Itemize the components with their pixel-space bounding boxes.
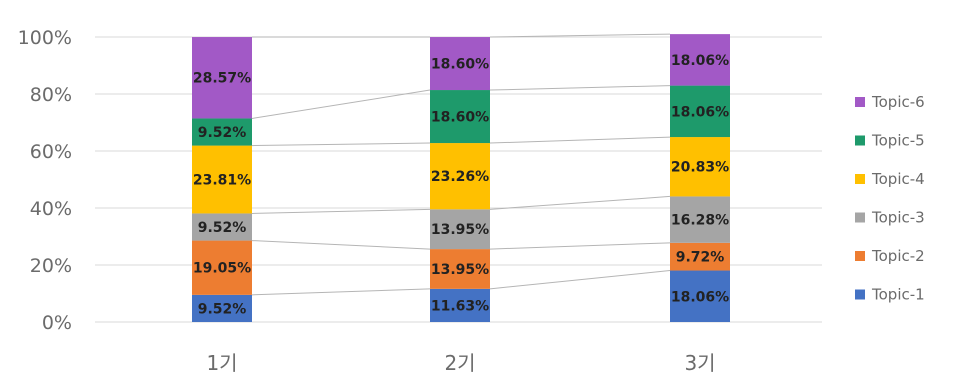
y-axis-ticks: 0% 20% 40% 60% 80% 100% [18, 27, 72, 334]
connector-line [489, 270, 671, 290]
data-label: 9.72% [676, 250, 725, 266]
bar-topic-2-cat-3 [670, 242, 730, 271]
y-tick-label: 100% [18, 27, 72, 49]
data-label: 23.26% [431, 169, 489, 185]
x-axis-categories: 1기 2기 3기 [206, 351, 715, 375]
connector-line [251, 208, 431, 214]
connector-line [251, 288, 431, 296]
data-label: 18.06% [671, 104, 729, 120]
legend-label: Topic-4 [871, 170, 925, 188]
data-label: 16.28% [671, 213, 729, 229]
data-label-layer: 9.52% 11.63% 18.06% 19.05% 13.95% 9.72% 9.52% 1… [193, 53, 729, 318]
bar-topic-3-cat-2 [430, 209, 490, 250]
bar-topic-3-cat-3 [670, 196, 730, 243]
connector-line [489, 85, 671, 91]
y-tick-label: 80% [30, 84, 72, 106]
y-tick-label: 40% [30, 198, 72, 220]
bar-topic-2-cat-1 [192, 240, 252, 295]
legend: Topic-6 Topic-5 Topic-4 Topic-3 Topic-2 Topic… [855, 93, 925, 304]
connector-line [489, 242, 671, 250]
data-label: 18.60% [431, 57, 489, 73]
x-category-label: 1기 [206, 351, 237, 375]
bar-topic-4-cat-2 [430, 143, 490, 210]
y-tick-label: 60% [30, 141, 72, 163]
legend-item-topic-4: Topic-4 [855, 170, 925, 188]
legend-item-topic-6: Topic-6 [855, 93, 925, 111]
bar-topic-6-cat-2 [430, 37, 490, 91]
bar-topic-1-cat-2 [430, 288, 490, 322]
data-label: 13.95% [431, 222, 489, 238]
bar-topic-5-cat-2 [430, 90, 490, 144]
connector-line [251, 89, 431, 119]
bar-topic-3-cat-1 [192, 213, 252, 241]
bar-topic-6-cat-3 [670, 34, 730, 86]
legend-label: Topic-3 [871, 209, 925, 227]
legend-swatch [855, 212, 865, 223]
x-category-label: 3기 [684, 351, 715, 375]
data-label: 11.63% [431, 298, 489, 314]
connector-line [489, 33, 671, 38]
bar-topic-4-cat-1 [192, 145, 252, 214]
bar-topic-6-cat-1 [192, 37, 252, 119]
legend-label: Topic-2 [871, 247, 925, 265]
series-connectors [251, 33, 671, 296]
bar-topic-5-cat-3 [670, 85, 730, 138]
data-label: 13.95% [431, 262, 489, 278]
connector-line [251, 240, 431, 250]
legend-item-topic-1: Topic-1 [855, 286, 925, 304]
data-label: 9.52% [198, 301, 247, 317]
data-label: 9.52% [198, 125, 247, 141]
bar-layer [192, 34, 730, 322]
legend-item-topic-3: Topic-3 [855, 209, 925, 227]
legend-label: Topic-5 [871, 132, 925, 150]
data-label: 23.81% [193, 173, 251, 189]
y-tick-label: 20% [30, 255, 72, 277]
legend-swatch [855, 289, 865, 300]
data-label: 18.06% [671, 289, 729, 305]
y-tick-label: 0% [42, 312, 72, 334]
legend-swatch [855, 97, 865, 107]
bar-topic-4-cat-3 [670, 137, 730, 197]
legend-item-topic-2: Topic-2 [855, 247, 925, 265]
x-category-label: 2기 [444, 351, 475, 375]
legend-swatch [855, 174, 865, 184]
bar-topic-5-cat-1 [192, 118, 252, 146]
legend-swatch [855, 135, 865, 146]
bar-topic-1-cat-3 [670, 270, 730, 322]
legend-label: Topic-1 [871, 286, 925, 304]
bar-topic-2-cat-2 [430, 249, 490, 289]
legend-item-topic-5: Topic-5 [855, 132, 925, 150]
legend-label: Topic-6 [871, 93, 925, 111]
bar-topic-1-cat-1 [192, 294, 252, 322]
connector-line [489, 195, 671, 210]
data-label: 28.57% [193, 71, 251, 87]
data-label: 18.06% [671, 53, 729, 69]
data-label: 20.83% [671, 160, 729, 176]
data-label: 19.05% [193, 261, 251, 277]
legend-swatch [855, 251, 865, 261]
data-label: 18.60% [431, 110, 489, 126]
data-label: 9.52% [198, 220, 247, 236]
connector-line [489, 136, 671, 144]
connector-line [251, 142, 431, 147]
